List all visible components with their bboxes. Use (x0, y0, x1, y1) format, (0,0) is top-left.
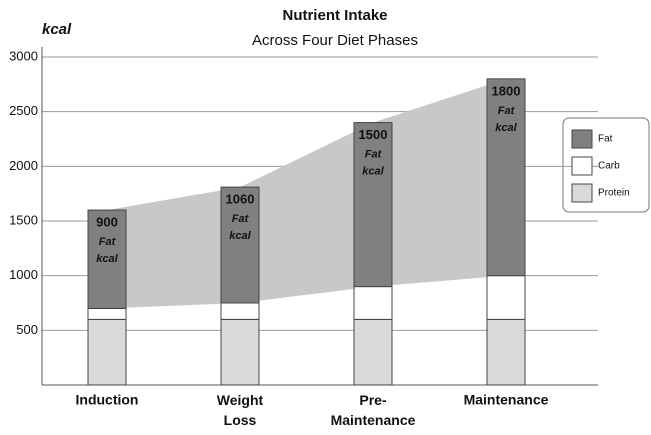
bar-segment (353, 318, 393, 386)
bar-segment (220, 302, 260, 320)
data-note: Fat (232, 213, 250, 225)
bar-segment (486, 275, 526, 320)
legend-label: Carb (598, 161, 620, 172)
legend-label: Fat (598, 134, 613, 145)
bar-segment (353, 122, 393, 288)
data-label: 1500 (359, 127, 388, 142)
y-tick-label: 1000 (9, 267, 38, 282)
data-note: Fat (365, 149, 383, 161)
y-tick-label: 2000 (9, 158, 38, 173)
bar-segment (87, 307, 127, 320)
y-tick-label: 3000 (9, 48, 38, 63)
data-label: 1800 (492, 83, 521, 98)
fat-band (107, 78, 506, 309)
data-note: kcal (495, 122, 517, 134)
x-tick-label: Maintenance (464, 392, 549, 408)
legend-swatch (571, 129, 593, 149)
x-tick-label: Weight Loss (217, 392, 264, 428)
data-label: 1060 (226, 192, 255, 207)
bar-segment (353, 286, 393, 320)
x-tick-label: Pre-Maintenance (331, 392, 416, 428)
data-note: Fat (498, 105, 516, 117)
data-note: kcal (362, 166, 384, 178)
y-axis-label: kcal (42, 21, 72, 38)
chart-title: Nutrient Intake (282, 7, 387, 24)
bar-segment (486, 78, 526, 277)
legend-swatch (571, 156, 593, 176)
data-note: kcal (96, 253, 118, 265)
chart-subtitle: Across Four Diet Phases (252, 32, 418, 49)
bar-segment (87, 318, 127, 386)
data-note: Fat (99, 236, 117, 248)
bar-segment (220, 186, 260, 304)
y-tick-label: 2500 (9, 103, 38, 118)
x-tick-label: Induction (76, 392, 139, 408)
bar-segment (87, 209, 127, 309)
legend-label: Protein (598, 188, 630, 199)
data-note: kcal (229, 230, 251, 242)
bar-segment (220, 318, 260, 386)
y-tick-label: 1500 (9, 212, 38, 227)
y-tick-label: 500 (16, 322, 38, 337)
legend-swatch (571, 183, 593, 203)
bar-segment (486, 318, 526, 386)
data-label: 900 (96, 215, 118, 230)
